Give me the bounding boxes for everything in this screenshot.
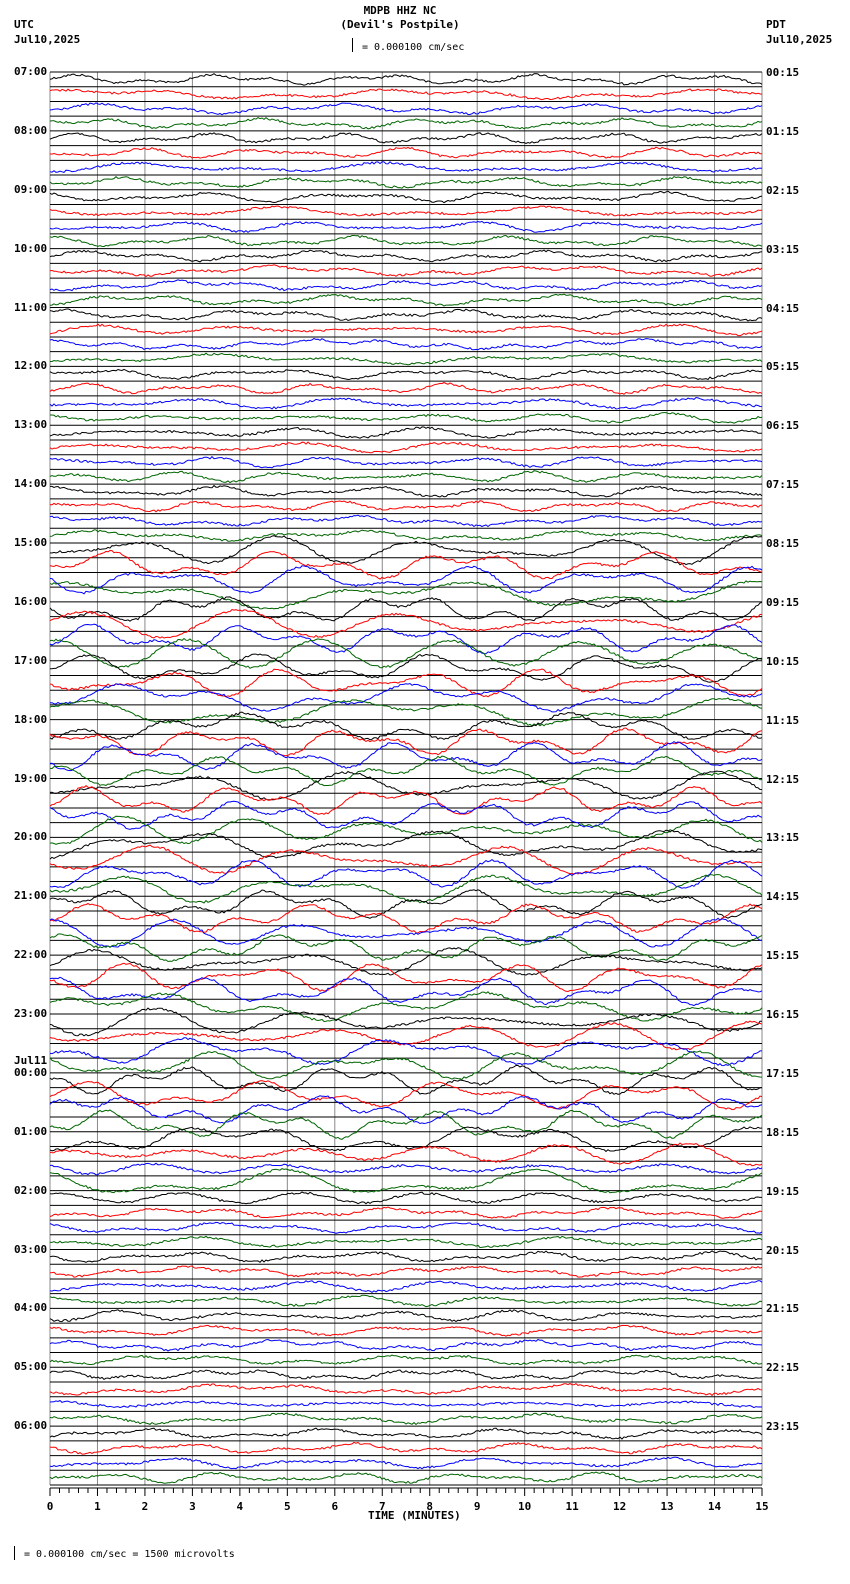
calibration-label: = 0.000100 cm/sec = 1500 microvolts bbox=[24, 1549, 235, 1560]
x-tick-label: 13 bbox=[660, 1500, 674, 1513]
right-timezone: PDT bbox=[766, 18, 786, 31]
pdt-hour-label: 00:15 bbox=[766, 66, 800, 79]
pdt-hour-label: 20:15 bbox=[766, 1243, 800, 1257]
pdt-hour-label: 11:15 bbox=[766, 713, 800, 727]
pdt-hour-label: 12:15 bbox=[766, 772, 800, 786]
pdt-hour-label: 17:15 bbox=[766, 1066, 800, 1080]
utc-hour-label: 02:00 bbox=[14, 1183, 48, 1197]
x-tick-label: 7 bbox=[378, 1500, 386, 1513]
pdt-hour-label: 02:15 bbox=[766, 183, 800, 197]
x-tick-label: 3 bbox=[189, 1500, 196, 1513]
pdt-hour-label: 16:15 bbox=[766, 1008, 800, 1021]
utc-hour-label: 23:00 bbox=[14, 1007, 48, 1020]
x-tick-label: 12 bbox=[612, 1500, 627, 1513]
x-tick-label: 9 bbox=[473, 1500, 481, 1513]
utc-hour-label: 10:00 bbox=[14, 241, 48, 255]
utc-hour-label: 20:00 bbox=[14, 830, 48, 844]
utc-hour-label: 21:00 bbox=[14, 889, 48, 903]
x-tick-label: 2 bbox=[141, 1500, 149, 1513]
pdt-hour-label: 05:15 bbox=[766, 360, 800, 374]
x-tick-label: 14 bbox=[707, 1500, 722, 1513]
utc-hour-label: 03:00 bbox=[14, 1242, 48, 1256]
utc-hour-label: 22:00 bbox=[14, 948, 48, 962]
pdt-hour-label: 03:15 bbox=[766, 242, 800, 256]
pdt-hour-label: 07:15 bbox=[766, 478, 800, 492]
utc-hour-label: 05:00 bbox=[14, 1360, 48, 1374]
footer-scale-bar-icon bbox=[14, 1546, 15, 1560]
utc-hour-label: 14:00 bbox=[14, 477, 48, 491]
pdt-hour-label: 19:15 bbox=[766, 1184, 800, 1198]
left-date: Jul10,2025 bbox=[14, 33, 81, 46]
x-tick-label: 6 bbox=[331, 1500, 339, 1513]
scale-label: = 0.000100 cm/sec bbox=[362, 42, 465, 53]
utc-hour-label: 09:00 bbox=[14, 182, 48, 196]
station-location: (Devil's Postpile) bbox=[340, 18, 460, 31]
left-timezone: UTC bbox=[14, 18, 34, 31]
x-tick-label: 1 bbox=[94, 1500, 101, 1513]
pdt-hour-label: 09:15 bbox=[766, 595, 800, 609]
x-axis-label: TIME (MINUTES) bbox=[368, 1509, 461, 1522]
pdt-hour-label: 06:15 bbox=[766, 419, 800, 433]
pdt-hour-label: 04:15 bbox=[766, 301, 800, 315]
utc-hour-label: 12:00 bbox=[14, 359, 48, 373]
x-tick-label: 8 bbox=[426, 1500, 434, 1513]
utc-hour-label: Jul11 00:00 bbox=[14, 1053, 48, 1079]
x-tick-label: 5 bbox=[284, 1500, 291, 1513]
pdt-hour-label: 15:15 bbox=[766, 949, 800, 963]
utc-hour-label: 16:00 bbox=[14, 594, 48, 608]
pdt-hour-label: 13:15 bbox=[766, 831, 800, 845]
utc-hour-label: 18:00 bbox=[14, 712, 48, 726]
utc-hour-label: 01:00 bbox=[14, 1124, 48, 1138]
right-date: Jul10,2025 bbox=[766, 33, 833, 46]
pdt-hour-label: 21:15 bbox=[766, 1302, 800, 1316]
utc-hour-label: 17:00 bbox=[14, 653, 48, 667]
utc-hour-label: 04:00 bbox=[14, 1301, 48, 1315]
utc-hour-label: 06:00 bbox=[14, 1419, 48, 1433]
x-tick-label: 0 bbox=[46, 1500, 54, 1513]
pdt-hour-label: 14:15 bbox=[766, 890, 800, 904]
utc-hour-label: 08:00 bbox=[14, 123, 48, 137]
pdt-hour-label: 18:15 bbox=[766, 1125, 800, 1139]
pdt-hour-label: 10:15 bbox=[766, 654, 800, 668]
station-title: MDPB HHZ NC bbox=[363, 4, 437, 17]
utc-hour-label: 13:00 bbox=[14, 418, 48, 432]
utc-hour-label: 11:00 bbox=[14, 300, 48, 314]
x-tick-label: 11 bbox=[565, 1500, 579, 1513]
utc-hour-label: 19:00 bbox=[14, 771, 48, 785]
utc-hour-label: 07:00 bbox=[14, 65, 48, 78]
pdt-hour-label: 22:15 bbox=[766, 1361, 800, 1375]
pdt-hour-label: 08:15 bbox=[766, 537, 800, 550]
x-tick-label: 4 bbox=[236, 1500, 244, 1513]
pdt-hour-label: 23:15 bbox=[766, 1420, 800, 1434]
pdt-hour-label: 01:15 bbox=[766, 124, 800, 138]
scale-bar-icon bbox=[352, 38, 353, 52]
utc-hour-label: 15:00 bbox=[14, 536, 48, 549]
x-tick-label: 10 bbox=[518, 1500, 532, 1513]
x-tick-label: 15 bbox=[755, 1500, 769, 1513]
